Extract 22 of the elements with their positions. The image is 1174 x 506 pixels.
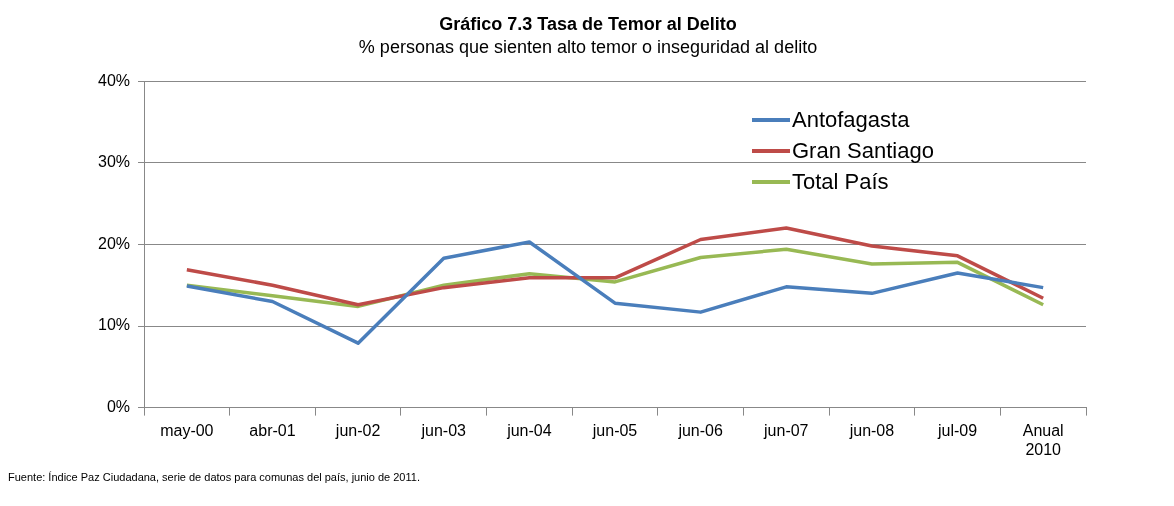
x-tick-label: jun-06 [677, 421, 723, 439]
chart-subtitle: % personas que sienten alto temor o inseguridad al delito [358, 37, 818, 58]
x-tick-label: jul-09 [936, 421, 978, 439]
x-tick-label: may-00 [160, 421, 214, 439]
y-tick-label: 40% [97, 71, 131, 89]
y-tick-label: 0% [106, 398, 131, 416]
x-tick-label: jun-04 [506, 421, 552, 439]
x-tick-label: jun-08 [848, 421, 895, 439]
y-tick-label: 10% [97, 316, 131, 334]
x-tick-label: jun-03 [420, 421, 467, 439]
x-tick-label: Anual 2010 [1022, 421, 1064, 458]
y-tick-label: 30% [97, 153, 131, 171]
x-tick-label: jun-07 [763, 421, 809, 439]
legend-label: Total País [792, 168, 889, 196]
legend-label: Antofagasta [792, 106, 910, 134]
x-tick-label: jun-02 [334, 421, 381, 439]
y-tick-label: 20% [97, 234, 131, 252]
x-tick-label: abr-01 [249, 421, 296, 439]
chart-title: Gráfico 7.3 Tasa de Temor al Delito [439, 13, 737, 34]
x-tick-label: jun-05 [591, 421, 638, 439]
legend-label: Gran Santiago [792, 137, 934, 165]
source-note: Fuente: Índice Paz Ciudadana, serie de datos para comunas del país, junio de 2011. [8, 471, 420, 483]
